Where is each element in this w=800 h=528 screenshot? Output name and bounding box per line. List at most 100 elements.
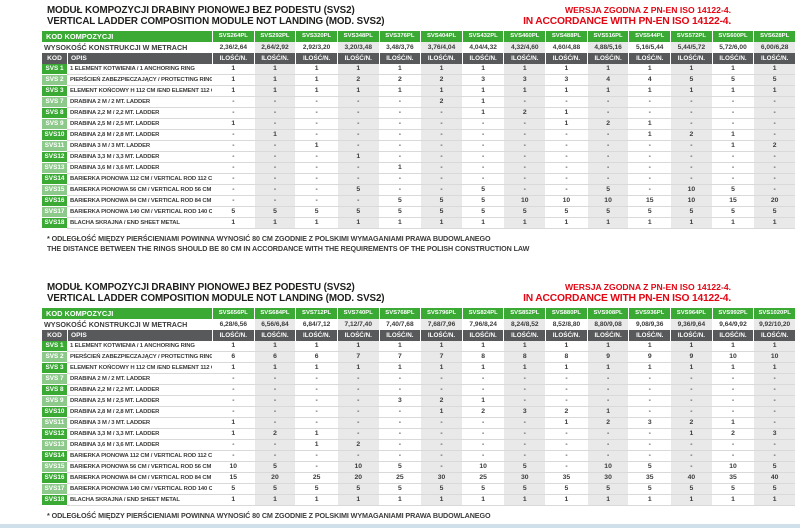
qty-value: 2 [504,108,546,118]
qty-value: 6 [254,352,296,362]
qty-value: - [648,153,651,160]
footnote: * ODLEGŁOŚĆ MIĘDZY PIERŚCIENIAMI POWINNA… [47,234,795,254]
qty-value: 1 [731,419,735,426]
qty-value: 1 [231,65,236,72]
opis-header: OPIS [68,53,212,64]
qty-value: 7 [337,352,379,362]
height-range: 8,80/9,08 [587,319,629,330]
qty-value: - [671,451,712,461]
composition-table-section-2: MODUŁ KOMPOZYCJI DRABINY PIONOWEJ BEZ PO… [42,282,795,521]
qty-header: ILOŚĆ/N. [462,53,504,64]
qty-value: 1 [337,363,379,373]
qty-value: - [754,119,795,129]
qty-value: - [232,175,235,182]
qty-value: 5 [481,197,486,204]
qty-value: - [587,396,629,406]
page-title-pl: MODUŁ KOMPOZYCJI DRABINY PIONOWEJ BEZ PO… [47,5,355,16]
composition-code: SVS264PL [213,31,254,42]
qty-value: - [504,97,546,107]
qty-value: 2 [731,430,735,437]
qty-value: 10 [729,463,737,470]
qty-value: 1 [397,342,402,349]
composition-code: SVS628PL [754,31,795,42]
qty-value: 1 [504,363,546,373]
qty-value: - [648,109,651,116]
composition-code: SVS600PL [712,31,754,42]
qty-value: - [254,440,296,450]
qty-value: 10 [754,352,795,362]
qty-header: ILOŚĆ/N. [587,330,629,341]
qty-value: 6 [231,353,236,360]
component-code: SVS17 [42,207,67,218]
qty-value: - [565,375,568,382]
component-description: DRABINA 2,2 M / 2,2 MT. LADDER [70,110,160,116]
component-row: SVS14 BARIERKA PIONOWA 112 CM / VERTICAL … [42,451,795,462]
qty-value: - [671,385,712,395]
qty-value: - [648,186,651,193]
qty-value: 10 [504,196,546,206]
qty-value: - [565,175,568,182]
height-range: 5,72/6,00 [719,44,747,51]
qty-value: - [421,152,462,162]
qty-value: 1 [481,98,486,105]
qty-value: 5 [587,207,629,217]
qty-value: 3 [504,75,546,85]
qty-value: - [587,451,629,461]
qty-value: 1 [754,363,795,373]
qty-value: - [232,441,235,448]
qty-header: ILOŚĆ/N. [337,330,379,341]
qty-value: 8 [481,353,486,360]
height-range: 3,20/3,48 [337,42,379,53]
qty-value: 2 [671,130,712,140]
qty-value: 1 [337,218,379,228]
qty-value: - [587,97,629,107]
qty-value: - [671,174,712,184]
qty-value: 1 [587,86,629,96]
qty-value: - [648,98,651,105]
qty-value: 1 [314,65,319,72]
qty-value: - [398,386,402,393]
height-range: 6,56/6,84 [254,319,296,330]
qty-value: - [398,419,402,426]
qty-value: 1 [314,219,319,226]
qty-value: - [337,108,379,118]
qty-value: - [754,418,795,428]
footnote: * ODLEGŁOŚĆ MIĘDZY PIERŚCIENIAMI POWINNA… [47,511,795,521]
component-description: DRABINA 2,2 M / 2,2 MT. LADDER [70,387,160,393]
qty-value: 5 [314,208,319,215]
component-description: BARIERKA PIONOWA 112 CM / VERTICAL ROD 1… [70,176,212,182]
qty-header: ILOŚĆ/N. [754,330,795,341]
composition-code: SVS824PL [462,308,504,319]
qty-value: - [254,185,296,195]
height-row-label: WYSOKOŚĆ KONSTRUKCJI W METRACH [44,320,188,329]
qty-value: - [254,174,296,184]
qty-value: - [337,174,379,184]
qty-value: - [315,375,318,382]
qty-value: 5 [337,185,379,195]
composition-code: SVS964PL [671,308,712,319]
qty-value: - [482,131,485,138]
qty-value: 1 [337,64,379,74]
qty-header: ILOŚĆ/N. [379,53,421,64]
qty-value: 5 [231,208,236,215]
component-code: SVS18 [42,218,67,229]
qty-value: 1 [587,218,629,228]
qty-value: - [587,385,629,395]
component-row: SVS15 BARIERKA PIONOWA 56 CM / VERTICAL R… [42,462,795,473]
qty-header: ILOŚĆ/N. [587,53,629,64]
composition-code: SVS292PL [254,31,296,42]
section-titles: MODUŁ KOMPOZYCJI DRABINY PIONOWEJ BEZ PO… [47,5,795,27]
component-description: BARIERKA PIONOWA 112 CM / VERTICAL ROD 1… [70,453,212,459]
qty-header: ILOŚĆ/N. [754,53,795,64]
qty-value: 1 [481,397,486,404]
component-code: SVS12 [42,429,67,440]
composition-code: SVS992PL [712,308,754,319]
height-range: 7,12/7,40 [337,319,379,330]
component-description: BARIERKA PIONOWA 84 CM / VERTICAL ROD 84… [70,198,212,204]
composition-code: SVS656PL [213,308,254,319]
qty-value: 1 [231,419,236,426]
qty-value: 5 [647,208,652,215]
qty-value: 5 [731,76,735,83]
qty-value: - [648,408,651,415]
kod-header: KOD [42,330,67,341]
